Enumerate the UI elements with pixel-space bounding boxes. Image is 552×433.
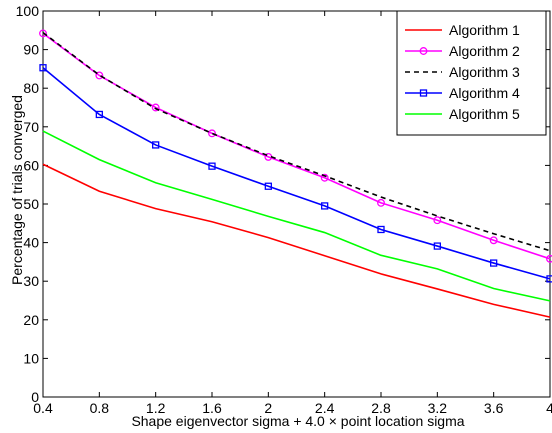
- y-tick-label: 20: [23, 312, 39, 328]
- legend-item: Algorithm 4: [405, 85, 520, 101]
- x-tick-label: 1.2: [146, 400, 166, 416]
- y-axis-title: Percentage of trials converged: [9, 95, 25, 285]
- x-tick-label: 2.4: [315, 400, 335, 416]
- data-point: [152, 141, 160, 149]
- data-point: [433, 216, 442, 225]
- data-point: [95, 71, 104, 80]
- data-point: [377, 225, 385, 234]
- legend-label: Algorithm 3: [449, 64, 520, 80]
- y-axis: 0 10 20 30 40 50 60 70 80 90 100: [16, 3, 550, 405]
- x-tick-label: 3.2: [428, 400, 448, 416]
- data-point: [264, 182, 272, 190]
- x-tick-label: 2.8: [371, 400, 391, 416]
- x-tick-label: 4: [546, 400, 552, 416]
- series-line-4: [42, 67, 551, 280]
- data-point: [489, 236, 498, 245]
- series-5: [42, 130, 551, 302]
- y-tick-label: 70: [23, 119, 39, 135]
- series-lines: [39, 29, 552, 318]
- series-3: [42, 31, 551, 252]
- y-tick-label: 60: [23, 157, 39, 173]
- y-tick-label: 40: [23, 235, 39, 251]
- y-tick-label: 0: [31, 389, 39, 405]
- data-point: [208, 162, 216, 170]
- data-point: [377, 198, 385, 207]
- legend-marker: [419, 89, 428, 97]
- series-line-5: [42, 130, 551, 302]
- x-tick-label: 1.6: [202, 400, 222, 416]
- y-tick-label: 100: [16, 3, 40, 19]
- data-point: [151, 103, 160, 112]
- data-point: [208, 129, 216, 138]
- data-point: [546, 275, 552, 283]
- series-line-1: [42, 163, 551, 318]
- legend-marker: [419, 47, 428, 55]
- series-4: [39, 64, 552, 283]
- x-axis-title: Shape eigenvector sigma + 4.0 × point lo…: [131, 413, 464, 429]
- x-tick-label: 3.6: [484, 400, 504, 416]
- data-point: [546, 254, 552, 263]
- x-tick-label: 2: [264, 400, 272, 416]
- y-tick-label: 10: [23, 350, 39, 366]
- legend-label: Algorithm 2: [449, 43, 520, 59]
- legend-item: Algorithm 1: [405, 22, 520, 38]
- data-point: [95, 110, 103, 119]
- legend-label: Algorithm 1: [449, 22, 520, 38]
- legend-label: Algorithm 5: [449, 106, 520, 122]
- legend-item: Algorithm 3: [405, 64, 520, 80]
- y-tick-label: 50: [23, 196, 39, 212]
- legend-item: Algorithm 2: [405, 43, 520, 59]
- x-tick-label: 0.8: [90, 400, 110, 416]
- data-point: [433, 242, 441, 250]
- legend: Algorithm 1 Algorithm 2 Algorithm 3 Algorit…: [396, 10, 547, 136]
- y-tick-label: 30: [23, 273, 39, 289]
- y-tick-label: 90: [23, 42, 39, 58]
- legend-label: Algorithm 4: [449, 85, 520, 101]
- data-point: [321, 202, 329, 210]
- data-point: [39, 64, 47, 72]
- data-point: [490, 259, 498, 267]
- legend-item: Algorithm 5: [405, 106, 520, 122]
- data-point: [39, 29, 47, 38]
- data-point: [320, 173, 329, 182]
- x-tick-label: 0.4: [33, 400, 53, 416]
- series-1: [42, 163, 551, 318]
- y-tick-label: 80: [23, 80, 39, 96]
- x-axis: 0.4 0.8 1.2 1.6 2 2.4 2.8 3.2 3.6 4: [33, 11, 552, 416]
- series-line-3: [42, 31, 551, 252]
